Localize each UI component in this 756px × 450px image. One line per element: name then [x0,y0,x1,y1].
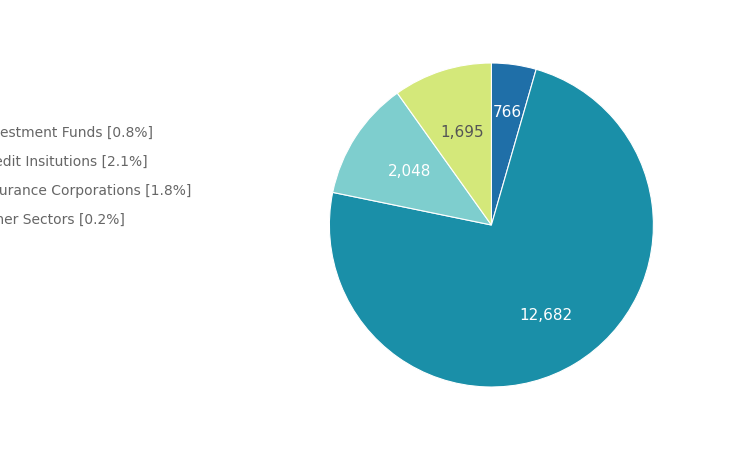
Text: 766: 766 [493,105,522,120]
Wedge shape [398,63,491,225]
Wedge shape [333,93,491,225]
Wedge shape [330,69,653,387]
Text: 1,695: 1,695 [440,125,484,140]
Wedge shape [491,63,536,225]
Text: 2,048: 2,048 [389,164,432,180]
Text: 12,682: 12,682 [519,308,572,323]
Legend: Investment Funds [0.8%], Credit Insitutions [2.1%], Insurance Corporations [1.8%: Investment Funds [0.8%], Credit Insituti… [0,120,197,233]
